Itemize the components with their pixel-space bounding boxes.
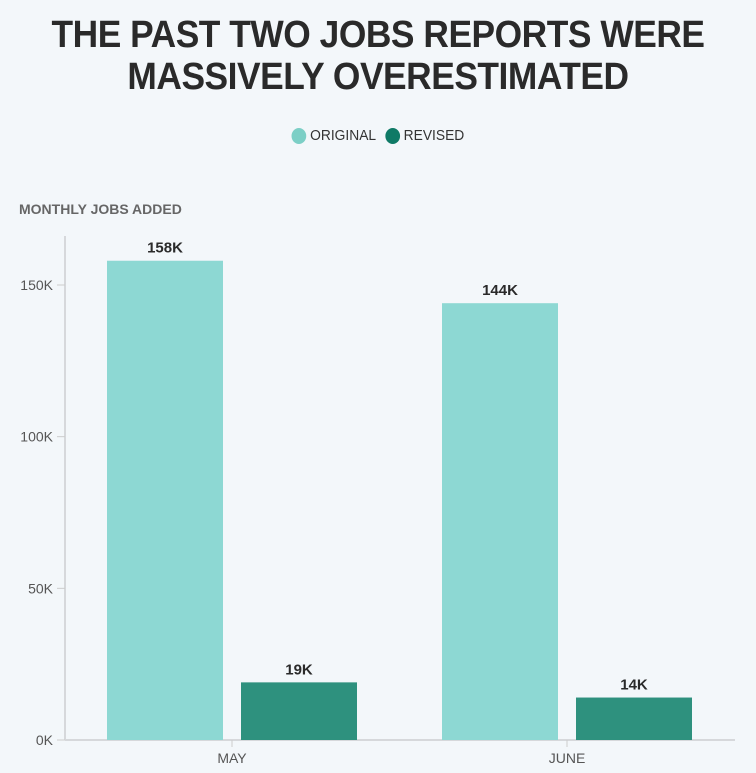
data-label: 158K xyxy=(147,240,183,257)
legend-label-original: ORIGINAL xyxy=(310,127,377,144)
y-axis-title: MONTHLY JOBS ADDED xyxy=(19,201,182,217)
x-tick-label: MAY xyxy=(217,750,247,766)
x-tick-label: JUNE xyxy=(549,750,586,766)
data-label: 144K xyxy=(482,282,518,299)
bar-original-june xyxy=(442,303,558,740)
bar-revised-june xyxy=(576,697,692,740)
data-label: 19K xyxy=(285,661,313,678)
legend-swatch-original xyxy=(291,127,307,144)
bar-revised-may xyxy=(241,682,357,740)
legend-item-original: ORIGINAL xyxy=(291,127,377,144)
legend-swatch-revised xyxy=(385,127,400,144)
legend: ORIGINAL REVISED xyxy=(30,127,726,144)
chart-title: THE PAST TWO JOBS REPORTS WERE MASSIVELY… xyxy=(51,14,705,98)
y-tick-label: 100K xyxy=(20,429,53,445)
y-tick-label: 50K xyxy=(28,580,54,596)
bar-original-may xyxy=(107,260,223,740)
y-tick-label: 0K xyxy=(36,732,54,748)
legend-label-revised: REVISED xyxy=(403,127,465,144)
legend-item-revised: REVISED xyxy=(385,127,464,144)
y-tick-label: 150K xyxy=(20,277,53,293)
data-label: 14K xyxy=(620,677,648,694)
